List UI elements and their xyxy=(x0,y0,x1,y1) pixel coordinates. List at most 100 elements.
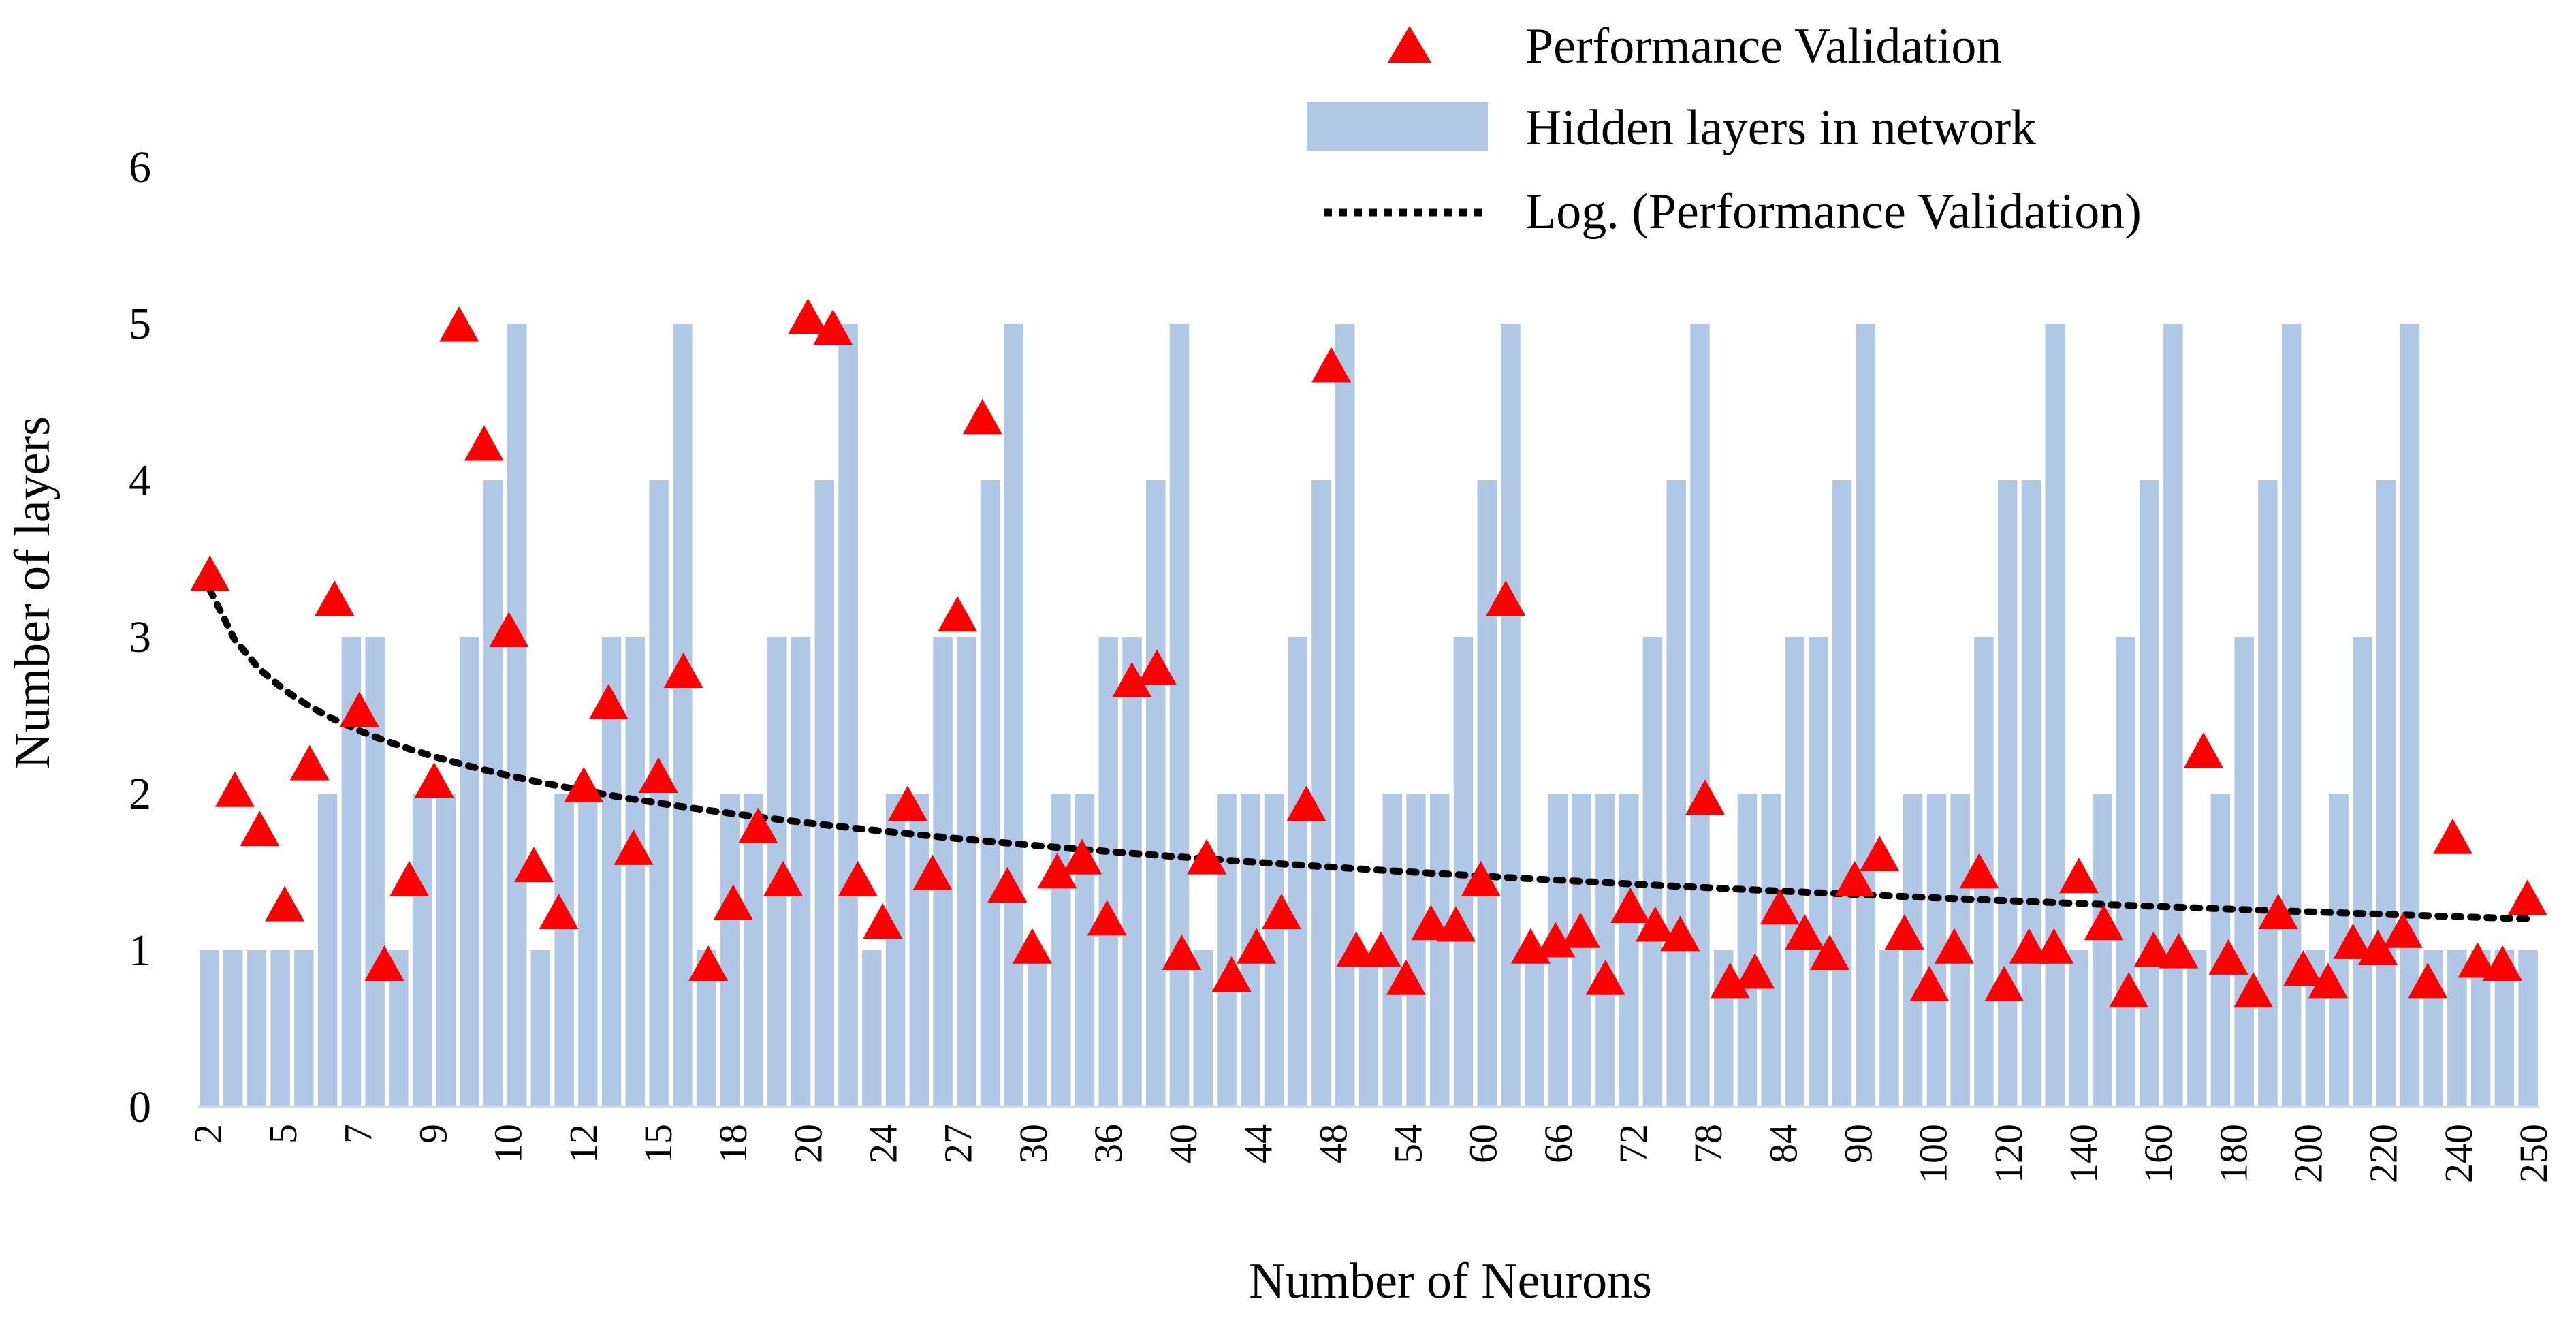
performance-marker xyxy=(688,945,729,982)
performance-marker xyxy=(1411,905,1451,941)
performance-marker xyxy=(2159,932,2199,969)
hidden-layers-bar xyxy=(1666,480,1686,1107)
performance-marker xyxy=(1136,649,1177,685)
hidden-layers-bar xyxy=(1311,480,1331,1107)
performance-marker xyxy=(2058,858,2099,894)
hidden-layers-bar xyxy=(2116,637,2136,1107)
performance-marker xyxy=(2258,894,2298,930)
hidden-layers-bar xyxy=(1595,794,1615,1107)
hidden-layers-bar xyxy=(1761,794,1781,1107)
hidden-layers-bar xyxy=(1879,950,1899,1107)
performance-marker xyxy=(2183,732,2223,768)
x-tick-label: 44 xyxy=(1236,1124,1280,1163)
x-axis-title: Number of Neurons xyxy=(1249,1253,1652,1309)
hidden-layers-bar xyxy=(2234,637,2254,1107)
hidden-layers-bar xyxy=(885,794,906,1107)
performance-marker xyxy=(389,860,430,896)
hidden-layers-bar xyxy=(460,637,479,1107)
hidden-layers-bar xyxy=(412,794,432,1107)
hidden-layers-bar xyxy=(1524,950,1544,1107)
performance-marker xyxy=(1884,914,1924,950)
performance-marker xyxy=(2483,945,2523,982)
legend-swatch-hidden-layers xyxy=(1307,102,1488,151)
hidden-layers-bar xyxy=(507,324,527,1107)
hidden-layers-bar xyxy=(317,794,338,1107)
legend-label-trendline: Log. (Performance Validation) xyxy=(1525,184,2142,240)
hidden-layers-bar xyxy=(1358,950,1379,1107)
hidden-layers-bar xyxy=(1856,324,1875,1107)
legend-label-performance: Performance Validation xyxy=(1525,18,2001,74)
legend: Performance Validation Hidden layers in … xyxy=(1307,18,2142,240)
x-tick-label: 30 xyxy=(1011,1124,1055,1163)
performance-marker xyxy=(1660,915,1700,952)
performance-marker xyxy=(1860,836,1900,872)
x-tick-label: 160 xyxy=(2136,1124,2180,1183)
x-tick-label: 5 xyxy=(261,1124,305,1144)
hidden-layers-bar xyxy=(1429,794,1450,1107)
performance-marker xyxy=(1311,347,1352,383)
hidden-layers-bar xyxy=(2069,950,2088,1107)
performance-marker xyxy=(2009,928,2049,964)
performance-marker xyxy=(1834,860,1875,896)
y-tick-label: 2 xyxy=(129,769,151,819)
hidden-layers-bar xyxy=(744,794,763,1107)
x-tick-label: 7 xyxy=(336,1124,380,1144)
hidden-layers-bar xyxy=(1808,637,1828,1107)
performance-marker xyxy=(240,811,280,847)
x-tick-label: 78 xyxy=(1686,1124,1730,1163)
performance-marker xyxy=(315,580,355,616)
performance-marker xyxy=(1585,959,1625,995)
hidden-layers-bar xyxy=(1619,794,1639,1107)
performance-marker xyxy=(912,854,953,890)
performance-marker xyxy=(614,829,654,865)
performance-marker xyxy=(1037,853,1077,889)
hidden-layers-bar xyxy=(1832,480,1852,1107)
performance-marker xyxy=(564,766,604,802)
hidden-layers-bar xyxy=(2400,324,2420,1107)
performance-marker xyxy=(1461,860,1501,896)
hidden-layers-bar xyxy=(1690,324,1710,1107)
hidden-layers-bar xyxy=(530,950,551,1107)
performance-marker xyxy=(1710,962,1750,999)
performance-marker xyxy=(1087,900,1127,936)
hidden-layers-bar xyxy=(1501,324,1521,1107)
performance-marker xyxy=(364,945,404,982)
performance-marker xyxy=(1012,928,1052,964)
legend-label-hidden-layers: Hidden layers in network xyxy=(1525,100,2036,156)
hidden-layers-bar xyxy=(2045,324,2065,1107)
x-tick-label: 72 xyxy=(1611,1124,1655,1163)
x-tick-label: 180 xyxy=(2211,1124,2255,1183)
hidden-layers-bar xyxy=(578,794,598,1107)
hidden-layers-bar xyxy=(720,794,740,1107)
performance-marker xyxy=(713,884,753,920)
x-tick-label: 36 xyxy=(1086,1124,1130,1163)
hidden-layers-bars xyxy=(200,324,2538,1107)
hidden-layers-bar xyxy=(838,324,858,1107)
performance-marker xyxy=(1187,838,1227,875)
performance-marker xyxy=(2133,931,2174,967)
hidden-layers-bar xyxy=(2353,637,2372,1107)
legend-marker-performance xyxy=(1388,26,1431,63)
performance-marker xyxy=(414,762,454,798)
performance-marker xyxy=(1286,785,1326,821)
hidden-layers-bar xyxy=(247,950,267,1107)
x-tick-label: 120 xyxy=(1986,1124,2031,1183)
performance-marker xyxy=(2283,950,2323,986)
hidden-layers-bar xyxy=(1193,950,1213,1107)
x-tick-label: 250 xyxy=(2511,1124,2556,1183)
performance-marker xyxy=(190,555,230,591)
y-tick-label: 0 xyxy=(129,1082,151,1132)
performance-marker xyxy=(289,744,330,781)
performance-marker xyxy=(588,683,629,719)
hidden-layers-bar xyxy=(1028,950,1047,1107)
hidden-layers-bar xyxy=(1903,794,1923,1107)
performance-marker xyxy=(1237,928,1277,964)
x-tick-label: 200 xyxy=(2287,1124,2331,1183)
performance-marker xyxy=(2109,972,2149,1008)
hidden-layers-bar xyxy=(1288,637,1308,1107)
performance-marker xyxy=(887,785,927,821)
performance-marker xyxy=(1735,953,1775,989)
hidden-layers-bar xyxy=(223,950,243,1107)
hidden-layers-bar xyxy=(1572,794,1591,1107)
hidden-layers-bar xyxy=(2281,324,2302,1107)
